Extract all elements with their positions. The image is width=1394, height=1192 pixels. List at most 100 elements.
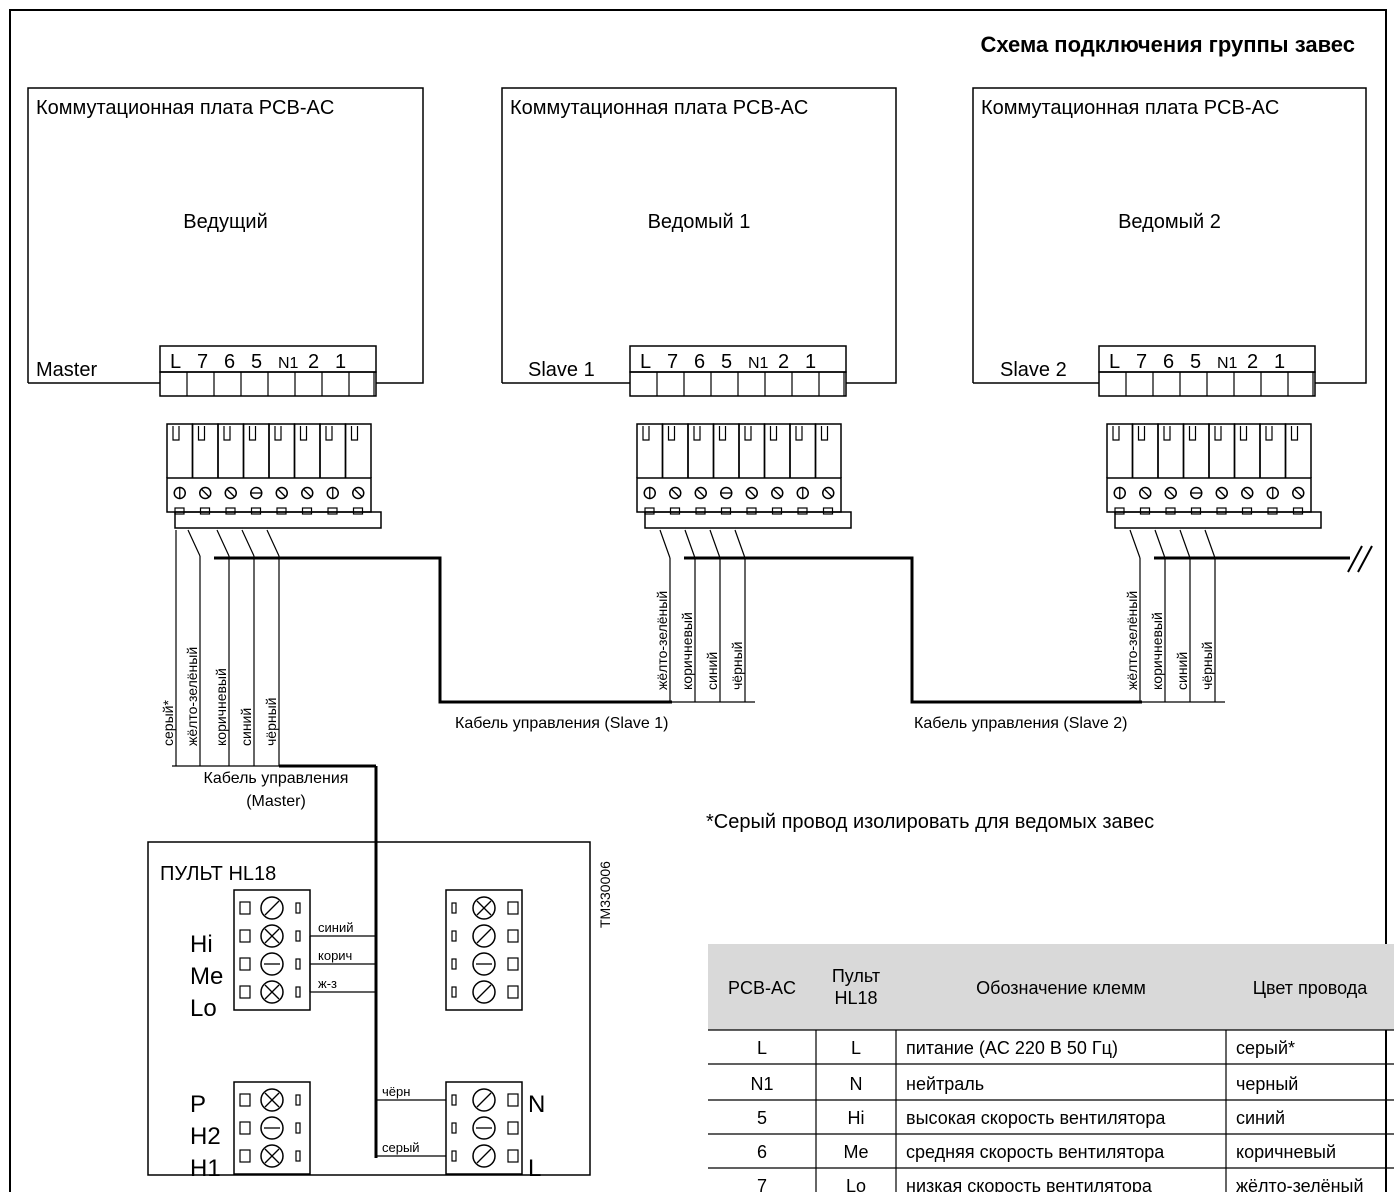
remote-lower-label: P [190, 1091, 206, 1118]
connector-tooth [319, 423, 347, 478]
slave1-cable-label: Кабель управления (Slave 1) [455, 715, 668, 732]
slave-wire-bend [1129, 529, 1141, 559]
master-wire-bend [241, 529, 255, 557]
slave-wire-label: жёлто-зелёный [654, 591, 670, 690]
board-outline [972, 87, 1367, 384]
connector-notch [197, 426, 206, 441]
screw-slot [264, 1148, 280, 1164]
screw-slot [772, 488, 782, 498]
screw-slot [302, 488, 312, 498]
connector-tooth [344, 423, 372, 478]
wire-entry [695, 507, 706, 515]
plug-connector-1 [166, 423, 382, 529]
block-square [239, 985, 251, 999]
slave-wire-label: чёрный [1199, 642, 1215, 690]
terminal-label: 6 [694, 351, 705, 373]
screw-slot [264, 984, 280, 1000]
connector-tooth [1157, 423, 1185, 478]
terminal-screw [352, 486, 365, 500]
block-small-square [451, 902, 457, 914]
board-role: Ведомый 2 [1118, 211, 1221, 233]
connector-tooth [293, 423, 321, 478]
terminal-label: 2 [1247, 351, 1258, 373]
screw-slot [200, 488, 210, 498]
page-frame [9, 9, 1387, 1192]
block-small-square [451, 958, 457, 970]
block-screw [472, 1088, 496, 1112]
master-cable-label-line1: Кабель управления [204, 770, 349, 787]
block-screw [260, 1144, 284, 1168]
table-cell: нейтраль [906, 1074, 984, 1094]
wire-entry [225, 507, 236, 515]
wire-entry [669, 507, 681, 515]
terminal-label: 6 [1163, 351, 1174, 373]
block-square [239, 1093, 251, 1107]
connector-notch [744, 426, 752, 441]
wire-entry [352, 507, 364, 515]
connector-notch [274, 426, 282, 441]
remote-right-label: L [528, 1155, 541, 1182]
break-mark [1347, 545, 1373, 573]
terminal-screw [796, 486, 809, 500]
table-header-bg [708, 944, 1394, 1030]
terminal-label: 1 [805, 351, 816, 373]
connector-base [644, 511, 852, 529]
screw-slot [264, 900, 280, 916]
wire-entry [771, 507, 783, 515]
footnote: *Серый провод изолировать для ведомых за… [706, 811, 1154, 833]
wire-entry [797, 507, 808, 515]
terminal-screw [275, 486, 288, 500]
wires: серый* жёлто-зелёный коричневый синий чёрный… [160, 529, 1373, 1158]
block-square [507, 985, 519, 999]
connector-tooth [268, 423, 296, 478]
remote-left-label: Hi [190, 931, 213, 958]
terminal-screw [1113, 486, 1126, 500]
block-small-square [295, 986, 301, 998]
block-screw [472, 952, 496, 976]
board-role: Ведомый 1 [648, 211, 751, 233]
connector-tooth [166, 423, 194, 478]
block-screw [472, 1144, 496, 1168]
wire-entry [1165, 507, 1176, 515]
terminal-label: 2 [308, 351, 319, 373]
board-outline [501, 87, 897, 384]
table-cell: средняя скорость вентилятора [906, 1142, 1165, 1162]
block-body [445, 889, 523, 1011]
block-body [445, 1081, 523, 1175]
wire-entry [720, 507, 732, 515]
terminal-screw [1139, 486, 1152, 500]
slave-wire-bend [1204, 529, 1216, 559]
board-role: Ведущий [183, 211, 268, 233]
connector-tooth [217, 423, 245, 478]
slave-wire-label: коричневый [679, 612, 695, 690]
connector-notch [299, 426, 308, 441]
block-screw [260, 1088, 284, 1112]
remote-terminal-block [233, 1081, 311, 1175]
block-square [239, 957, 251, 971]
screw-slot [277, 488, 287, 498]
connector-notch [1239, 426, 1248, 441]
connector-notch [1265, 426, 1273, 441]
block-square [507, 929, 519, 943]
table-cell: 5 [757, 1108, 767, 1128]
block-screw [472, 1116, 496, 1140]
wire-entry [822, 507, 834, 515]
master-wire-label: серый* [160, 700, 176, 746]
terminal-screw [1164, 486, 1177, 500]
connector-notch [1290, 426, 1299, 441]
table-header-cell: Пульт HL18 [832, 966, 880, 1008]
screw-slot [747, 488, 757, 498]
wire-entry [1139, 507, 1151, 515]
table-cell: синий [1236, 1108, 1285, 1128]
terminal-label: L [170, 351, 181, 373]
table-cell: коричневый [1236, 1142, 1336, 1162]
terminal-screw [250, 486, 263, 500]
block-square [239, 1121, 251, 1135]
table-cell: питание (AC 220 В 50 Гц) [906, 1038, 1118, 1058]
block-square [507, 957, 519, 971]
slave-wire-label: синий [1174, 652, 1190, 690]
board-label: Коммутационная плата PCB-AC [510, 97, 808, 119]
connector-tooth [712, 423, 740, 478]
